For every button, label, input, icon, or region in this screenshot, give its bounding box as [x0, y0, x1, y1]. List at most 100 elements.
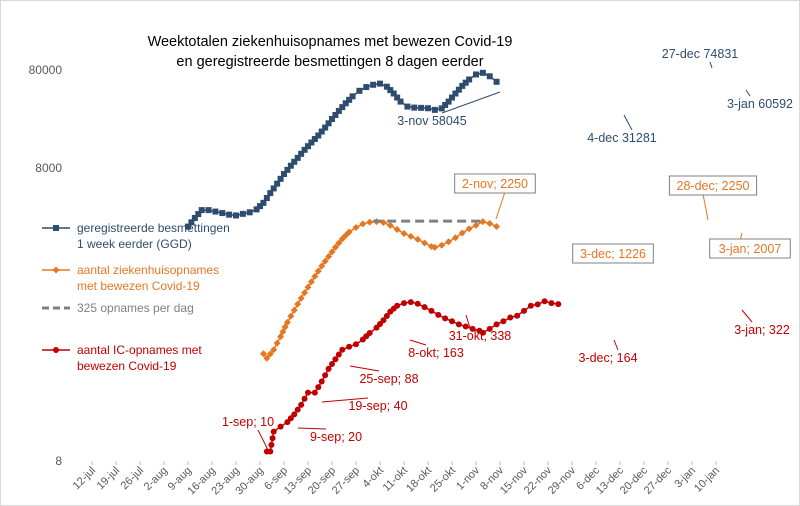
data-point — [366, 218, 374, 226]
data-point — [472, 221, 480, 229]
data-point — [301, 289, 309, 297]
data-point — [311, 389, 318, 396]
data-point — [205, 207, 212, 214]
data-point — [353, 341, 359, 348]
leader-line — [349, 365, 380, 372]
data-point — [431, 106, 438, 113]
data-point — [548, 300, 555, 307]
data-point — [325, 365, 332, 372]
data-point — [263, 354, 271, 362]
data-point — [366, 330, 373, 337]
data-point — [273, 339, 281, 347]
legend-item-ziekenhuis: aantal ziekenhuisopnames met bewezen Covi… — [42, 263, 219, 293]
data-point — [269, 435, 276, 442]
data-point — [462, 79, 469, 86]
annotation-ic: 9-sep; 20 — [297, 427, 362, 444]
data-point — [191, 214, 198, 221]
data-point — [469, 325, 476, 332]
annotation-ic: 8-okt; 163 — [408, 339, 464, 360]
data-point — [311, 136, 318, 143]
series-ziekenhuis — [259, 218, 501, 362]
data-label: 19-sep; 40 — [348, 399, 407, 413]
data-point — [294, 154, 301, 161]
data-point — [349, 93, 356, 100]
annotation-ziekenhuis: 2-nov; 2250 — [454, 173, 536, 220]
data-label: 3-nov 58045 — [397, 114, 467, 128]
data-point — [270, 185, 277, 192]
annotation-box — [454, 173, 536, 194]
data-point — [263, 194, 270, 201]
annotation-box — [572, 243, 654, 264]
data-point — [438, 105, 445, 112]
data-point — [270, 346, 278, 354]
data-point — [259, 350, 267, 358]
leader-line — [613, 339, 619, 351]
data-point — [311, 272, 319, 280]
data-point — [239, 210, 246, 217]
data-point — [479, 69, 486, 76]
data-point — [335, 107, 342, 114]
leader-line — [709, 61, 713, 69]
data-point — [301, 395, 308, 402]
data-point — [555, 301, 562, 308]
data-point — [253, 206, 260, 213]
data-point — [315, 132, 322, 139]
data-label: 3-jan 60592 — [727, 97, 793, 111]
data-point — [383, 312, 390, 319]
data-point — [335, 351, 342, 358]
legend-label-line2: met bewezen Covid-19 — [77, 279, 200, 293]
data-point — [274, 180, 281, 187]
annotation-ziekenhuis: 3-dec; 1226 — [572, 243, 654, 264]
leader-line — [702, 193, 709, 221]
data-point — [270, 428, 277, 435]
data-point — [257, 203, 263, 210]
data-point — [404, 103, 411, 110]
series-ic — [263, 298, 562, 455]
data-point — [246, 209, 253, 216]
data-point — [397, 98, 404, 105]
data-point — [438, 241, 446, 249]
data-point — [500, 318, 507, 325]
data-point — [458, 229, 466, 237]
data-point — [287, 162, 294, 169]
legend-swatch-marker — [52, 266, 60, 274]
data-point — [284, 419, 291, 426]
data-point — [394, 94, 401, 101]
leader-line — [441, 91, 501, 114]
data-point — [451, 234, 459, 242]
data-point — [305, 143, 311, 150]
data-point — [277, 333, 285, 341]
y-tick-label: 8000 — [35, 161, 62, 175]
legend-swatch-marker — [53, 347, 59, 353]
data-point — [325, 120, 332, 127]
data-point — [318, 128, 325, 135]
data-point — [335, 239, 343, 247]
data-point — [514, 312, 521, 319]
data-point — [356, 87, 363, 94]
data-point — [380, 317, 387, 324]
data-point — [298, 150, 305, 157]
data-point — [390, 90, 397, 97]
data-point — [342, 100, 349, 107]
annotation-besmettingen: 27-dec 74831 — [662, 47, 738, 69]
data-point — [332, 111, 339, 118]
data-point — [521, 307, 527, 314]
data-point — [352, 223, 360, 231]
data-point — [418, 104, 425, 111]
legend-item-besmettingen: geregistreerde besmettingen 1 week eerder… — [42, 221, 230, 251]
data-point — [507, 314, 514, 321]
data-label: 4-dec 31281 — [587, 131, 657, 145]
data-point — [322, 124, 329, 131]
data-point — [465, 225, 473, 233]
legend: geregistreerde besmettingen 1 week eerder… — [42, 221, 230, 373]
legend-label-line2: bewezen Covid-19 — [77, 359, 177, 373]
data-point — [414, 300, 421, 307]
data-point — [431, 243, 439, 251]
data-point — [346, 343, 353, 350]
data-point — [307, 278, 315, 286]
data-point — [479, 218, 487, 226]
data-point — [527, 302, 534, 309]
data-point — [291, 158, 298, 165]
